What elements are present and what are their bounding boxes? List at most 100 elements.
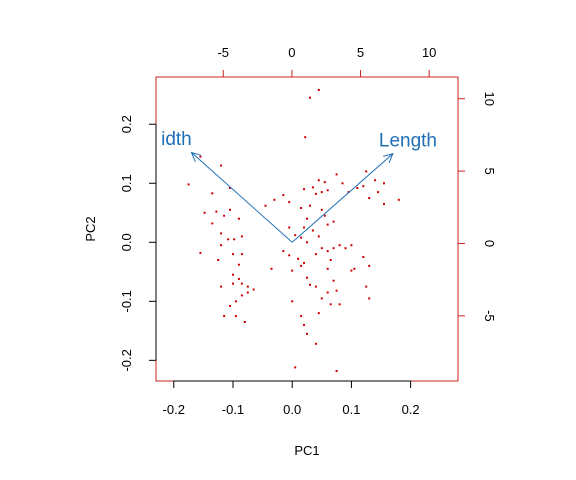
data-point [341,182,344,185]
data-point [252,288,255,291]
top-tick-label: -5 [217,45,229,60]
data-point [397,198,400,201]
data-point [304,136,307,139]
data-point [300,264,303,267]
data-point [215,210,218,213]
data-point [229,305,231,307]
data-point [362,256,365,258]
points-layer [187,89,400,372]
loading-arrow-head [190,151,202,162]
data-point [273,198,276,201]
data-point [223,315,226,318]
data-point [320,297,323,300]
data-point [353,267,356,270]
data-point [187,183,190,186]
data-point [291,300,294,303]
data-point [294,366,297,369]
data-point [199,251,202,254]
right-tick-label: 0 [482,240,497,247]
data-point [323,181,326,184]
y-tick-label: 0.0 [119,233,134,251]
data-point [368,297,371,300]
data-point [335,370,338,372]
data-point [306,217,308,220]
data-point [317,89,320,91]
right-tick-label: -5 [482,310,497,322]
data-point [246,285,249,288]
data-point [368,264,371,267]
data-point [234,315,237,318]
data-point [211,222,214,225]
data-point [317,312,320,315]
y-tick-label: -0.2 [119,349,134,371]
data-point [311,186,314,189]
x-tick-label: 0.0 [283,402,301,417]
data-point [232,253,234,256]
loading-arrow-line [291,153,394,243]
data-point [291,269,294,272]
data-point [314,342,317,345]
data-point [326,267,329,270]
data-point [240,235,243,238]
top-axis: -5 0 5 10 [217,45,436,78]
data-point [229,187,231,189]
data-point [303,226,305,229]
data-point [211,192,214,195]
data-point [314,192,317,195]
data-point [311,229,314,232]
data-point [229,208,231,211]
data-point [374,179,377,182]
data-point [306,241,308,244]
data-point [270,267,273,270]
data-point [314,285,317,288]
data-point [264,204,267,207]
data-point [297,257,300,260]
data-point [377,191,380,194]
data-point [237,263,240,266]
top-tick-label: 10 [422,45,436,60]
data-point [303,261,305,264]
data-point [233,238,236,241]
data-point [326,250,329,253]
data-point [203,211,206,214]
data-point [309,283,311,286]
data-point [217,259,220,261]
y-tick-label: 0.1 [119,174,134,192]
data-point [237,277,240,280]
data-point [320,247,323,250]
data-point [335,289,338,292]
data-point [317,179,320,182]
data-point [332,279,335,282]
data-point [220,285,223,288]
data-point [306,276,308,279]
data-point [309,96,311,99]
data-point [282,194,285,197]
x-axis-title: PC1 [294,443,319,458]
data-point [220,164,223,167]
data-point [383,202,385,205]
data-point [309,204,311,207]
data-point [350,244,353,247]
data-point [320,191,323,194]
data-point [282,250,285,253]
data-point [223,214,226,217]
data-point [329,259,332,261]
data-point [335,173,338,176]
x-tick-label: -0.2 [163,402,185,417]
data-point [199,155,202,158]
data-point [338,303,341,306]
data-point [368,197,371,199]
data-point [243,321,246,323]
y-tick-label: 0.2 [119,115,134,133]
data-point [306,332,308,335]
loading-label: idth [161,129,192,150]
data-point [326,223,329,226]
data-point [362,185,365,188]
data-point [365,170,368,173]
right-axis: -5 0 5 10 [457,91,497,322]
data-point [323,214,326,217]
data-point [220,244,223,247]
data-point [300,315,303,318]
data-point [320,208,323,211]
